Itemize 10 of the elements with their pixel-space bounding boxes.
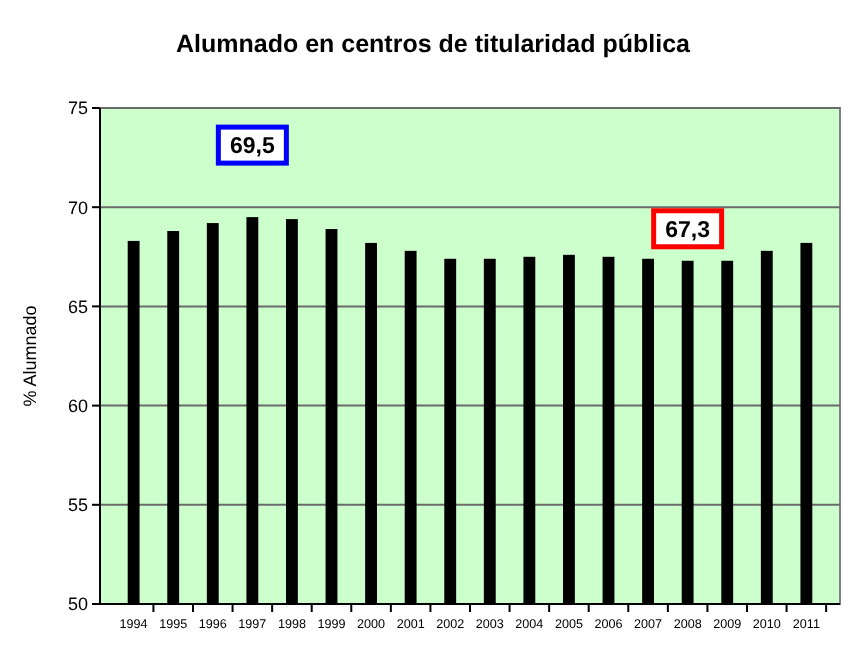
y-tick-label: 55 bbox=[67, 495, 88, 516]
y-tick-label: 60 bbox=[67, 395, 88, 416]
y-tick-label: 65 bbox=[67, 296, 88, 317]
y-axis-title: % Alumnado bbox=[20, 305, 40, 407]
annotation: 67,3 bbox=[665, 218, 711, 243]
y-tick-label: 75 bbox=[67, 98, 88, 119]
y-tick-label: 50 bbox=[67, 594, 88, 615]
annotation: 69,5 bbox=[229, 135, 276, 160]
y-tick-label: 70 bbox=[67, 197, 88, 218]
chart-title: Alumnado en centros de titularidad pública bbox=[176, 30, 693, 58]
